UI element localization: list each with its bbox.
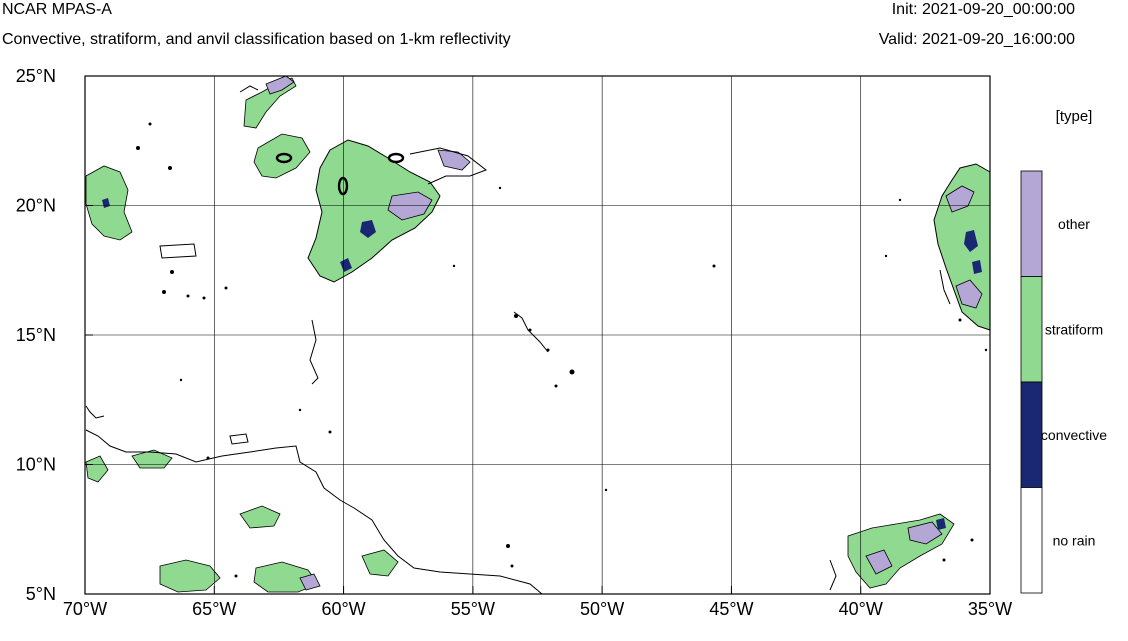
latitude-tick-labels: 25°N 20°N 15°N 10°N 5°N [16, 66, 56, 604]
lon-tick-label: 70°W [63, 599, 107, 619]
lon-tick-label: 35°W [968, 599, 1012, 619]
rain-contour [939, 269, 951, 305]
legend-swatch-no-rain [1020, 487, 1043, 594]
stratiform-area [253, 133, 311, 179]
rain-cell [136, 146, 140, 150]
convective-area [360, 220, 376, 238]
other-area [907, 521, 943, 545]
convective-area [964, 230, 978, 252]
rain-cell [546, 348, 550, 352]
convective-area [936, 518, 946, 530]
rain-contour [275, 152, 293, 164]
rain-cell [712, 264, 716, 268]
legend-label: convective [1041, 427, 1107, 443]
rain-contour [387, 152, 405, 164]
rain-cell [498, 186, 502, 190]
rain-contour [829, 559, 837, 591]
legend-swatch-other [1020, 170, 1043, 277]
legend-label: no rain [1053, 532, 1096, 548]
rain-cell [170, 270, 174, 274]
lon-tick-label: 65°W [192, 599, 236, 619]
island-outline [229, 433, 249, 445]
scattered-cells-layer [136, 122, 988, 578]
figure-subtitle: Convective, stratiform, and anvil classi… [2, 31, 511, 48]
legend-title: [type] [1056, 108, 1093, 125]
rain-cell [179, 378, 183, 382]
rain-cell [970, 538, 974, 542]
rain-cell [942, 558, 946, 562]
rain-cell [148, 122, 152, 126]
map-frame [84, 75, 991, 595]
rain-cell [898, 198, 902, 202]
rain-contour [337, 176, 349, 196]
rain-cell [510, 564, 514, 568]
rain-cell [168, 166, 172, 170]
other-area [955, 279, 983, 309]
rain-cell [234, 574, 238, 578]
convective-area [340, 258, 352, 272]
lat-tick-label: 20°N [16, 196, 56, 216]
rain-cell [224, 286, 228, 290]
coastline [85, 429, 543, 595]
other-area [387, 191, 433, 221]
island-outline [159, 243, 197, 259]
rain-cell [514, 314, 518, 318]
lon-tick-label: 60°W [321, 599, 365, 619]
lat-tick-label: 25°N [16, 66, 56, 86]
legend-label: stratiform [1045, 321, 1103, 337]
stratiform-area [131, 449, 173, 469]
rain-contour [239, 85, 259, 93]
rain-cell [328, 430, 332, 434]
rain-cell [569, 369, 575, 375]
lat-tick-label: 10°N [16, 455, 56, 475]
map-gridlines [84, 75, 991, 595]
stratiform-area [361, 549, 399, 577]
other-area [437, 149, 471, 171]
lon-tick-label: 50°W [580, 599, 624, 619]
rain-cell [604, 488, 608, 492]
precip-fill-layer [85, 75, 991, 593]
init-time: Init: 2021-09-20_00:00:00 [891, 1, 1075, 18]
rain-cell [958, 318, 962, 322]
lat-tick-label: 15°N [16, 325, 56, 345]
legend-swatch-stratiform [1020, 276, 1043, 383]
legend-swatch-convective [1020, 381, 1043, 488]
coastline [85, 405, 105, 419]
rain-cell [528, 328, 532, 332]
stratiform-area [239, 505, 281, 529]
rain-contour [409, 147, 488, 185]
other-area [865, 549, 893, 575]
rain-cell [452, 264, 456, 268]
rain-cell [202, 296, 206, 300]
lon-tick-label: 40°W [839, 599, 883, 619]
rain-contour [309, 319, 319, 385]
rain-cell [554, 384, 558, 388]
figure-title: NCAR MPAS-A [2, 1, 112, 18]
valid-time: Valid: 2021-09-20_16:00:00 [878, 31, 1075, 48]
rain-cell [206, 456, 210, 460]
rain-cell [506, 544, 510, 548]
rain-cell [186, 294, 190, 298]
convective-area [972, 260, 982, 274]
legend-label: other [1058, 216, 1090, 232]
lon-tick-label: 45°W [709, 599, 753, 619]
rain-cell [884, 254, 888, 258]
rain-outline-layer [85, 85, 951, 595]
other-area [299, 573, 321, 591]
rain-cell [984, 348, 988, 352]
stratiform-area [85, 455, 109, 483]
stratiform-area [159, 559, 221, 593]
rain-cell [162, 290, 166, 294]
longitude-tick-labels: 70°W 65°W 60°W 55°W 50°W 45°W 40°W 35°W [63, 599, 1012, 619]
rain-contour [513, 311, 549, 353]
rain-cell [298, 408, 302, 412]
lat-tick-label: 5°N [26, 584, 56, 604]
lon-tick-label: 55°W [451, 599, 495, 619]
legend: [type] other stratiform convective no rain [1020, 108, 1107, 594]
other-area [265, 75, 295, 95]
